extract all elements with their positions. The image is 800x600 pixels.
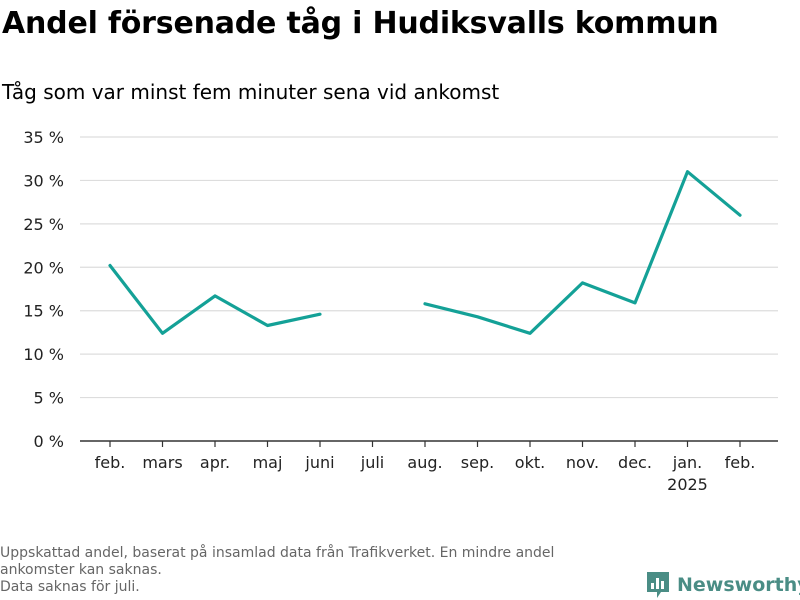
series-lines (108, 170, 742, 335)
y-tick-label: 25 % (23, 215, 64, 234)
x-tick-label: okt. (515, 453, 545, 472)
x-tick-label: nov. (566, 453, 599, 472)
footnote: Uppskattad andel, baserat på insamlad da… (0, 545, 640, 596)
y-tick-label: 35 % (23, 128, 64, 147)
series-line (108, 263, 322, 335)
x-axis-tick-labels: feb. mars apr. maj juni juli aug. sep. okt. nov. d… (95, 453, 756, 494)
x-tick-label: juli (360, 453, 384, 472)
x-tick-label: feb. (725, 453, 756, 472)
brand-logo: Newsworthy (645, 570, 800, 600)
series-line (423, 170, 742, 335)
x-axis-ticks (109, 441, 741, 447)
chart-title: Andel försenade tåg i Hudiksvalls kommun (2, 6, 719, 41)
x-tick-label: apr. (200, 453, 230, 472)
x-tick-label: aug. (407, 453, 442, 472)
y-axis-tick-labels: 0 % 5 % 10 % 15 % 20 % 25 % 30 % 35 % (23, 128, 64, 451)
newsworthy-logo-icon (647, 572, 669, 598)
y-tick-label: 30 % (23, 171, 64, 190)
y-tick-label: 10 % (23, 345, 64, 364)
chart-subtitle: Tåg som var minst fem minuter sena vid a… (2, 80, 500, 104)
x-tick-label: juni (304, 453, 334, 472)
x-tick-sublabel: 2025 (667, 475, 708, 494)
y-tick-label: 5 % (34, 389, 64, 408)
brand-name: Newsworthy (677, 574, 800, 596)
footnote-line-3: Data saknas för juli. (0, 579, 140, 595)
x-tick-label: dec. (618, 453, 652, 472)
x-tick-label: mars (142, 453, 182, 472)
footnote-line-2: ankomster kan saknas. (0, 562, 162, 578)
y-tick-label: 20 % (23, 258, 64, 277)
y-tick-label: 15 % (23, 302, 64, 321)
x-tick-label: feb. (95, 453, 126, 472)
line-chart: 0 %5 %10 %15 %20 %25 %30 %35 % feb. mars a… (23, 128, 778, 494)
x-tick-label: sep. (461, 453, 494, 472)
x-tick-label: maj (253, 453, 283, 472)
x-tick-label: jan. (672, 453, 702, 472)
footnote-line-1: Uppskattad andel, baserat på insamlad da… (0, 545, 555, 561)
y-tick-label: 0 % (34, 432, 64, 451)
gridlines (80, 136, 778, 399)
